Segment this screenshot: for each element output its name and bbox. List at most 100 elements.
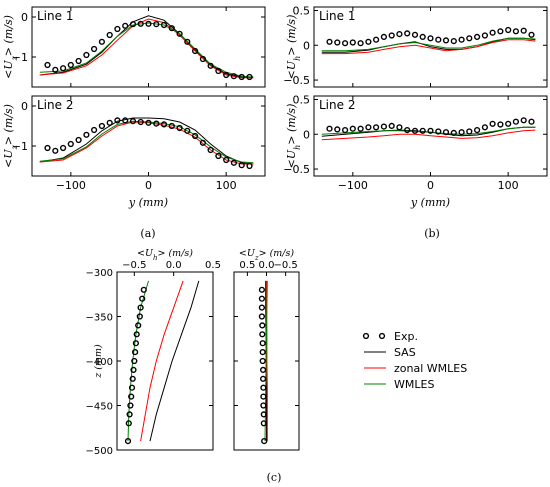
exp-point	[230, 159, 238, 166]
exp-point	[176, 30, 183, 37]
exp-point	[260, 393, 267, 400]
exp-point	[260, 375, 267, 382]
panel-2: 0.5 0 −0.5 Line 1 <Uh> (m/s)	[283, 4, 548, 88]
x-axis-label: y (mm)	[410, 196, 450, 209]
exp-point	[133, 331, 140, 338]
exp-point	[122, 22, 129, 29]
exp-point	[373, 124, 380, 131]
exp-point	[246, 73, 253, 81]
exp-point	[458, 36, 465, 43]
exp-point	[357, 40, 364, 47]
x-tick-label: −100	[56, 179, 86, 192]
exp-point	[411, 127, 419, 134]
exp-point	[67, 140, 74, 148]
series-line-sas	[39, 15, 254, 79]
series-line-zonal-wmles	[321, 39, 536, 55]
exp-point	[83, 131, 90, 138]
exp-point	[258, 304, 266, 311]
exp-point	[129, 118, 137, 125]
exp-point	[505, 120, 512, 127]
exp-point	[260, 366, 267, 374]
series-line-zonal-wmles	[321, 129, 536, 141]
exp-point	[435, 128, 442, 135]
x-axis-label: <Uh> (m/s)	[137, 248, 193, 262]
series-line-sas	[39, 117, 254, 165]
exp-point	[258, 313, 266, 320]
panel-3: −100 0 100 0 −1 Line 2 <Uz> (m/s) y (mm)	[2, 95, 266, 209]
series-line-wmles	[39, 120, 254, 164]
exp-point	[326, 38, 333, 45]
exp-point	[512, 118, 520, 125]
exp-point	[223, 71, 230, 79]
exp-point	[474, 33, 481, 41]
x-tick-label: 100	[498, 179, 519, 192]
x-tick-label: 0.5	[205, 260, 221, 271]
exp-point	[349, 125, 356, 132]
x-tick-label: −0.5	[122, 260, 146, 271]
exp-point	[246, 162, 253, 170]
exp-point	[404, 30, 411, 37]
exp-point	[373, 36, 380, 43]
exp-point	[342, 127, 349, 134]
legend-label: Exp.	[394, 330, 418, 343]
series-line-wmles	[127, 280, 149, 442]
exp-point	[357, 125, 364, 132]
caption-a: (a)	[140, 227, 155, 240]
exp-point	[260, 411, 267, 418]
y-tick-label: −500	[86, 446, 113, 457]
exp-point	[474, 127, 481, 134]
exp-point	[528, 31, 535, 38]
exp-point	[199, 139, 207, 146]
exp-point	[497, 28, 504, 35]
exp-point	[125, 420, 132, 427]
exp-point	[130, 366, 137, 374]
exp-point	[260, 384, 267, 391]
exp-point	[404, 127, 411, 134]
exp-point	[137, 118, 144, 126]
panel-5: −0.5 0.0 0.5 −300 −350 −400 −450 −500 z (mm) <Uh>…	[86, 248, 221, 457]
exp-point	[396, 124, 403, 131]
y-tick-label: −0.5	[283, 74, 310, 87]
exp-point	[139, 295, 146, 302]
legend-marker	[378, 332, 386, 340]
exp-point	[153, 21, 160, 28]
exp-point	[261, 438, 268, 445]
exp-point	[207, 62, 214, 69]
exp-point	[259, 357, 266, 365]
exp-point	[260, 420, 267, 427]
caption-c: (c)	[267, 471, 282, 484]
exp-point	[168, 122, 175, 130]
x-tick-label: −100	[338, 179, 368, 192]
exp-point	[176, 124, 183, 132]
series-line-zonal-wmles	[140, 280, 184, 442]
exp-point	[44, 61, 51, 69]
exp-point	[365, 38, 372, 45]
exp-point	[497, 121, 504, 128]
series-line-wmles	[321, 126, 536, 135]
exp-point	[199, 55, 207, 63]
exp-point	[435, 36, 442, 43]
series-line-zonal-wmles	[39, 121, 254, 165]
exp-point	[90, 126, 98, 134]
exp-point	[83, 51, 90, 59]
legend-label: SAS	[394, 346, 416, 359]
exp-point	[184, 127, 191, 134]
exp-point	[259, 349, 266, 356]
exp-point	[489, 120, 496, 127]
exp-point	[380, 123, 388, 130]
exp-point	[59, 144, 67, 152]
exp-point	[124, 438, 132, 445]
caption-b: (b)	[424, 227, 440, 240]
exp-point	[215, 67, 222, 75]
x-tick-label: 0	[145, 179, 152, 192]
y-axis-label: z (mm)	[93, 344, 104, 379]
panel-4: −100 0 100 0.5 0 −0.5 Line 2 <Uh> (m/s) y (mm)	[283, 93, 548, 209]
exp-point	[442, 37, 450, 44]
exp-point	[259, 331, 266, 338]
exp-point	[140, 286, 147, 293]
exp-point	[427, 35, 434, 42]
subplot-label: Line 1	[37, 9, 73, 23]
exp-point	[114, 25, 121, 33]
exp-point	[160, 21, 168, 29]
